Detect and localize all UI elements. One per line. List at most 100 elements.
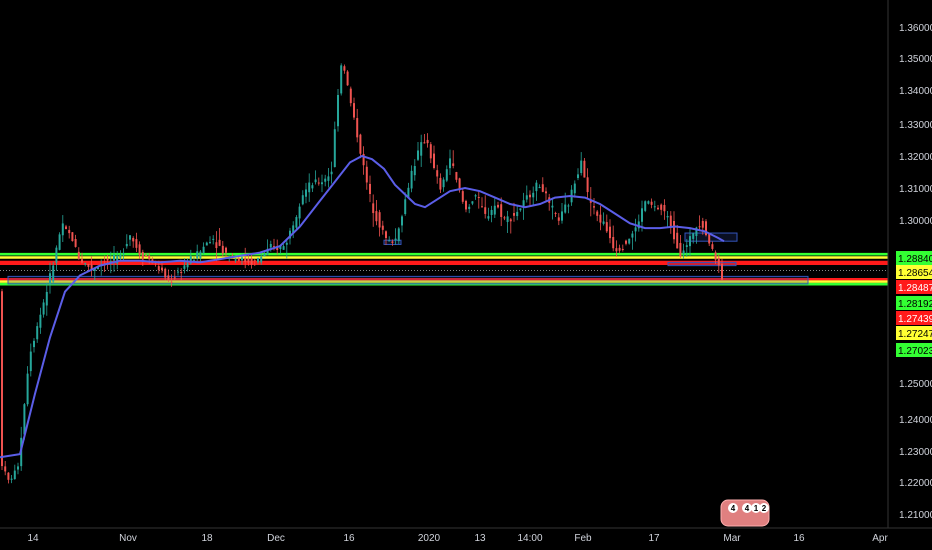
candle-body <box>468 206 471 210</box>
candle-body <box>679 242 682 257</box>
price-label-bg <box>896 280 932 294</box>
candle-body <box>474 195 477 197</box>
candle-body <box>372 203 375 214</box>
candle-body <box>186 263 189 268</box>
candle-body <box>42 302 45 315</box>
candle-body <box>708 233 711 244</box>
candle-body <box>669 215 672 228</box>
candle-body <box>541 184 544 192</box>
candle-body <box>637 221 640 229</box>
candle-body <box>513 213 515 216</box>
candle-body <box>410 170 413 189</box>
candle-body <box>449 158 451 169</box>
y-tick-label: 1.25000 <box>899 379 932 390</box>
candle-body <box>605 222 608 232</box>
candle-body <box>119 254 122 258</box>
y-tick-label: 1.32000 <box>899 152 932 163</box>
candle-body <box>202 246 205 253</box>
events-badge-count: 2 <box>762 504 767 513</box>
candle-body <box>487 216 490 219</box>
candle-body <box>298 206 301 219</box>
candle-body <box>625 240 627 244</box>
candle-body <box>628 238 631 244</box>
candle-body <box>135 239 138 248</box>
candle-body <box>538 187 541 189</box>
candle-body <box>564 204 567 213</box>
candle-body <box>500 204 503 217</box>
candle-body <box>237 258 240 261</box>
candle-body <box>285 242 288 245</box>
events-badge-dot <box>742 503 752 513</box>
candle-body <box>583 160 586 178</box>
candle-body <box>161 267 163 271</box>
candle-body <box>535 182 538 192</box>
candle-body <box>113 254 115 261</box>
candle-body <box>209 242 211 244</box>
candle-body <box>509 219 512 222</box>
candle-body <box>183 265 186 269</box>
candle-body <box>503 217 506 219</box>
price-label: 1.28192 <box>898 299 932 310</box>
candle-body <box>58 234 61 250</box>
candle-body <box>420 142 423 156</box>
candle-body <box>81 259 83 263</box>
candle-body <box>551 205 554 208</box>
candle-body <box>407 187 410 198</box>
candle-body <box>516 211 519 217</box>
candle-body <box>378 212 381 228</box>
candle-body <box>23 404 26 435</box>
candle-body <box>308 182 311 193</box>
candle-body <box>330 171 333 175</box>
price-labels: 1.28840 1.28654 1.28487 1.28192 1.27439 1.272… <box>896 251 932 357</box>
candle-body <box>685 245 688 247</box>
price-axis: 1.36000 1.35000 1.34000 1.33000 1.32000 1.310… <box>887 0 932 528</box>
candle-body <box>148 255 151 260</box>
candle-body <box>353 103 355 118</box>
y-tick-label: 1.35000 <box>899 54 932 65</box>
price-label: 1.28654 <box>898 268 932 279</box>
candle-body <box>413 165 416 176</box>
x-tick-label: Feb <box>574 533 592 544</box>
candle-body <box>461 191 464 202</box>
candle-body <box>455 172 458 180</box>
candle-body <box>452 163 455 166</box>
candle-body <box>346 71 349 86</box>
candle-body <box>717 257 720 266</box>
candle-body <box>145 255 147 257</box>
candle-body <box>721 263 723 280</box>
zone-rectangle <box>7 275 809 285</box>
candle-body <box>7 472 10 480</box>
candle-body <box>61 223 64 236</box>
candle-body <box>234 259 237 261</box>
candle-body <box>359 134 362 154</box>
candle-body <box>644 201 647 211</box>
candle-body <box>529 194 531 198</box>
candle-body <box>705 221 707 236</box>
price-label-bg <box>896 343 932 357</box>
candle-body <box>458 178 461 191</box>
candle-body <box>567 205 570 207</box>
price-label-bg <box>896 251 932 265</box>
price-label: 1.28840 <box>898 254 932 265</box>
candle-body <box>493 205 496 215</box>
x-tick-label: Nov <box>119 533 137 544</box>
y-tick-label: 1.34000 <box>899 86 932 97</box>
candle-body <box>321 182 323 185</box>
candle-body <box>84 263 87 265</box>
y-tick-label: 1.31000 <box>899 184 932 195</box>
candle-body <box>164 268 167 278</box>
candle-body <box>577 174 579 179</box>
candle-body <box>465 200 467 210</box>
candle-body <box>55 247 58 263</box>
candle-body <box>714 252 717 260</box>
candle-body <box>65 226 67 230</box>
candle-body <box>87 263 90 267</box>
candle-body <box>663 204 666 212</box>
candle-body <box>442 179 445 188</box>
candle-body <box>385 231 387 239</box>
zone-rectangle <box>684 232 738 242</box>
candle-body <box>426 139 429 144</box>
candle-body <box>609 226 611 239</box>
